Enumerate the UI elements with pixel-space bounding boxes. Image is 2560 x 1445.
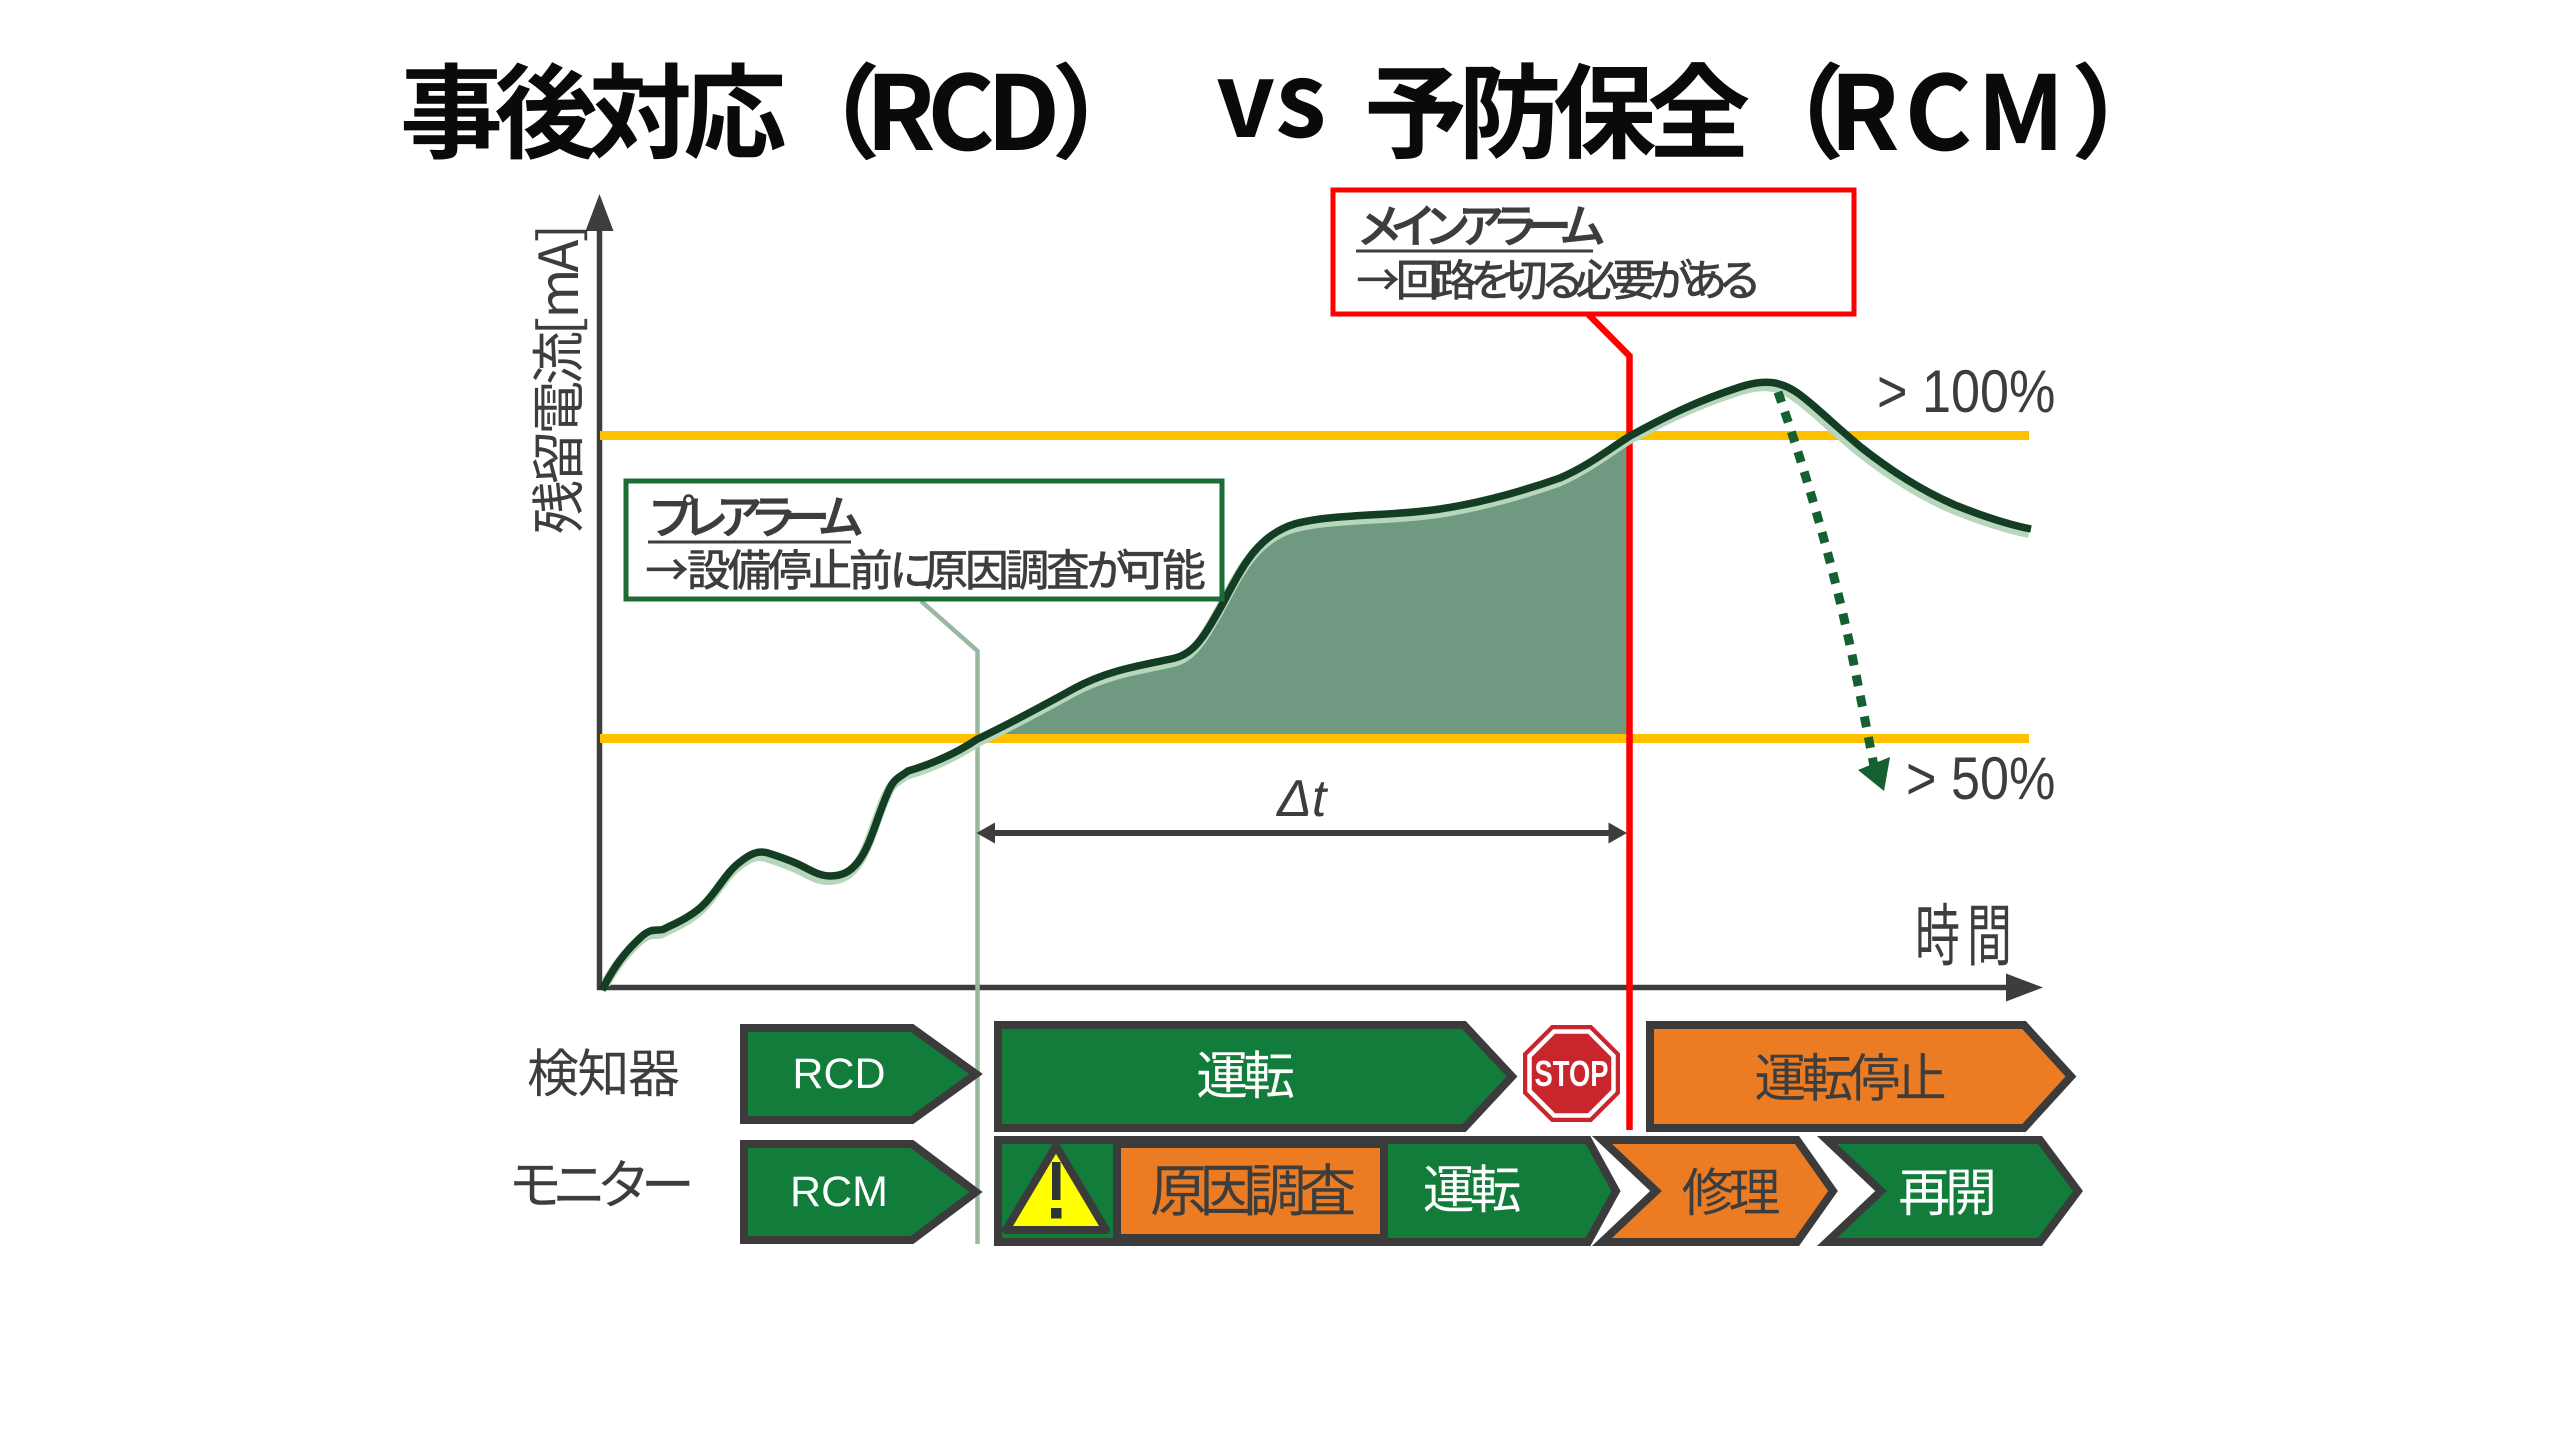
svg-text:> 50%: > 50% xyxy=(1906,745,2055,812)
svg-text:STOP: STOP xyxy=(1535,1053,1609,1094)
svg-text:RCM: RCM xyxy=(790,1168,888,1216)
svg-text:RCD: RCD xyxy=(792,1050,885,1098)
svg-text:> 100%: > 100% xyxy=(1877,358,2055,425)
svg-text:Δt: Δt xyxy=(1275,770,1329,828)
